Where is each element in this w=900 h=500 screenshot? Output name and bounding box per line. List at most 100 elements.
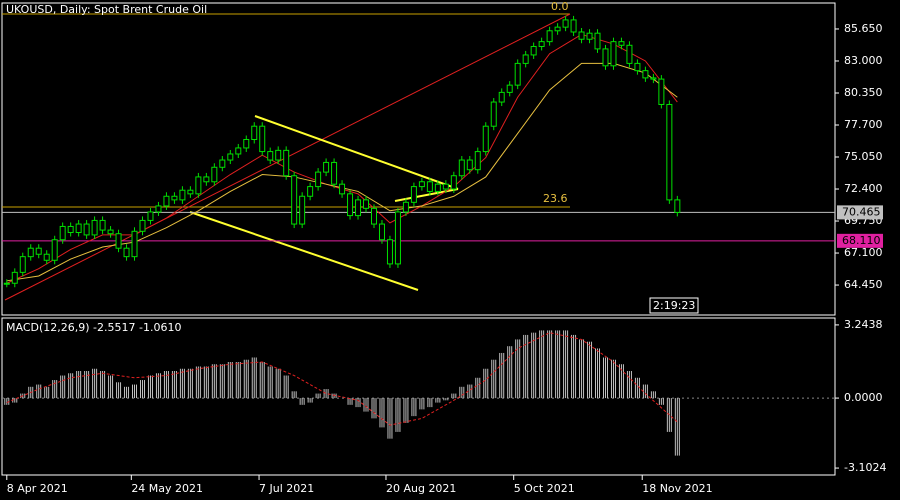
candle: [562, 19, 569, 28]
candle: [355, 199, 362, 217]
candle: [59, 225, 66, 241]
candle: [171, 195, 178, 201]
macd-title: MACD(12,26,9) -2.5517 -1.0610: [6, 321, 181, 334]
x-tick-label: 5 Oct 2021: [514, 482, 575, 495]
candle: [658, 78, 665, 105]
candle: [307, 186, 314, 197]
candle: [203, 176, 210, 183]
fib-label: 0.0: [551, 0, 569, 13]
candle: [450, 175, 457, 190]
candle: [163, 195, 170, 207]
candle: [554, 26, 561, 32]
indicator-line: [6, 332, 678, 426]
candle: [394, 211, 401, 265]
candle: [99, 219, 106, 231]
candle: [458, 159, 465, 177]
candle: [147, 211, 154, 221]
candle: [618, 41, 625, 46]
candle: [51, 239, 58, 261]
candle: [410, 186, 417, 203]
candle: [219, 159, 226, 168]
price-panel: [1, 2, 836, 316]
candle: [570, 19, 577, 33]
candle: [323, 161, 330, 173]
candle: [442, 183, 449, 190]
price-level-box: [837, 233, 883, 248]
candle: [426, 181, 433, 192]
candle: [546, 30, 553, 43]
candle: [91, 219, 98, 236]
candle: [666, 103, 673, 201]
candle: [155, 205, 162, 213]
candle: [642, 70, 649, 79]
candle: [378, 223, 385, 241]
x-tick-label: 7 Jul 2021: [259, 482, 314, 495]
timer-box: [649, 297, 699, 314]
candle: [370, 207, 377, 225]
candle: [227, 153, 234, 161]
candle: [267, 151, 274, 161]
candle: [530, 45, 537, 56]
candle: [115, 233, 122, 249]
x-tick-label: 18 Nov 2021: [642, 482, 712, 495]
candle: [498, 91, 505, 103]
candle: [299, 195, 306, 225]
candle: [363, 199, 370, 209]
candle: [578, 31, 585, 40]
candle: [386, 239, 393, 265]
candle: [27, 247, 34, 258]
channel-line: [189, 211, 419, 291]
candle: [490, 101, 497, 127]
candle: [594, 32, 601, 50]
y-tick-label: 3.2438: [844, 318, 883, 331]
candle: [466, 159, 473, 171]
candle: [331, 161, 338, 185]
candle: [538, 41, 545, 47]
channel-line: [254, 115, 459, 190]
candle: [251, 125, 258, 140]
candle: [43, 253, 50, 261]
candle: [139, 219, 146, 232]
candle: [474, 151, 481, 171]
timer: 2:19:23: [653, 299, 695, 312]
y-tick-label: 72.400: [844, 182, 883, 195]
y-tick-label: 0.0000: [844, 391, 883, 404]
candle: [315, 171, 322, 188]
y-tick-label: 64.450: [844, 278, 883, 291]
candle: [418, 181, 425, 188]
candle: [506, 84, 513, 93]
candle: [482, 125, 489, 153]
candle: [347, 193, 354, 217]
candle: [11, 271, 18, 284]
y-tick-label: 77.700: [844, 118, 883, 131]
y-tick-label: 75.050: [844, 150, 883, 163]
candle: [674, 199, 681, 213]
x-tick-label: 24 May 2021: [131, 482, 203, 495]
candle: [131, 230, 138, 258]
candle: [67, 225, 74, 234]
candle: [275, 149, 282, 161]
candle: [75, 223, 82, 234]
candle: [123, 247, 130, 258]
chart-title: UKOUSD, Daily: Spot Brent Crude Oil: [6, 3, 207, 16]
candle: [626, 44, 633, 64]
candle: [434, 183, 441, 192]
candle: [634, 62, 641, 72]
candle: [610, 41, 617, 67]
candle: [83, 223, 90, 236]
candle: [235, 147, 242, 155]
candle: [259, 125, 266, 153]
candle: [107, 229, 114, 235]
macd-panel: [1, 317, 836, 476]
y-tick-label: 67.100: [844, 246, 883, 259]
candle: [19, 256, 26, 273]
price-level-label: 68.110: [842, 234, 881, 247]
y-tick-label: 80.350: [844, 86, 883, 99]
x-tick-label: 8 Apr 2021: [7, 482, 68, 495]
candle: [211, 166, 218, 183]
y-tick-label: 85.650: [844, 22, 883, 35]
y-tick-label: 83.000: [844, 54, 883, 67]
fib-label: 23.6: [543, 192, 568, 205]
candle: [179, 189, 186, 201]
